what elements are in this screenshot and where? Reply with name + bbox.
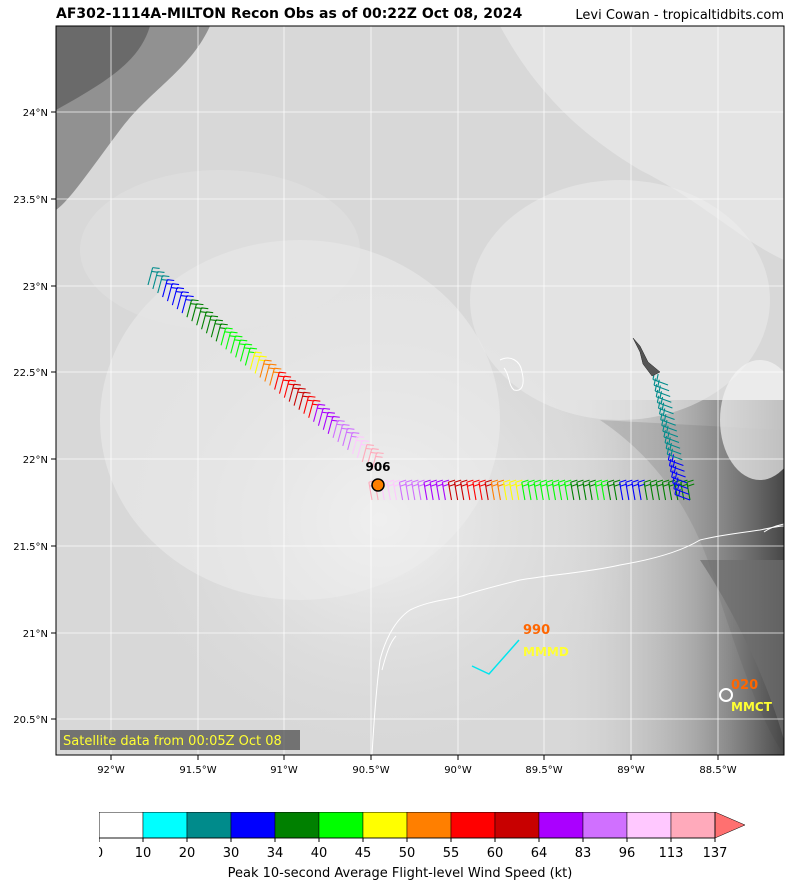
wind-barb — [668, 458, 685, 472]
wind-barb — [662, 424, 679, 438]
wind-barb — [653, 378, 670, 392]
lon-tick-label: 89°W — [617, 765, 645, 776]
colorbar-tick-label: 45 — [355, 846, 372, 858]
colorbar-tick-label: 34 — [267, 846, 284, 858]
map-grid — [56, 26, 784, 755]
colorbar-segment — [450, 812, 496, 839]
lat-tick-label: 23°N — [23, 282, 48, 293]
colorbar-label: Peak 10-second Average Flight-level Wind… — [227, 866, 573, 881]
map-title: AF302-1114A-MILTON Recon Obs as of 00:22… — [56, 6, 523, 22]
wind-barb — [659, 407, 675, 421]
colorbar-tick-label: 40 — [311, 846, 328, 858]
lon-tick-label: 91°W — [270, 765, 298, 776]
colorbar-tick-label: 96 — [619, 846, 636, 858]
map-frame — [55, 25, 785, 756]
colorbar-tick-label: 20 — [179, 846, 196, 858]
colorbar-segment — [670, 812, 716, 839]
colorbar-segment — [626, 812, 672, 839]
colorbar-segment — [406, 812, 452, 839]
wind-barb — [661, 418, 677, 432]
axis-ticks: 92°W 91.5°W 91°W 90.5°W 90°W 89.5°W 89°W 88.5°W… — [13, 108, 736, 776]
wind-barb — [666, 447, 683, 461]
colorbar-tick-label: 0 — [99, 846, 103, 858]
recon-map: 906 990 MMMD 020 MMCT Satellite data fro… — [13, 25, 785, 776]
wind-barb — [670, 464, 686, 478]
aircraft-icon — [632, 337, 661, 377]
lat-tick-label: 23.5°N — [13, 195, 48, 206]
colorbar-tick-label: 83 — [575, 846, 592, 858]
colorbar-tick-label: 113 — [659, 846, 684, 858]
lon-tick-label: 92°W — [97, 765, 125, 776]
wind-barb — [674, 487, 691, 501]
colorbar-segment — [142, 812, 188, 839]
wind-barb — [663, 430, 680, 444]
lon-tick-label: 91.5°W — [179, 765, 216, 776]
lat-tick-label: 21.5°N — [13, 542, 48, 553]
colorbar-tick-label: 64 — [531, 846, 548, 858]
colorbar-segment — [582, 812, 628, 839]
lon-tick-label: 89.5°W — [525, 765, 562, 776]
colorbar-tick-label: 30 — [223, 846, 240, 858]
wind-barb — [673, 481, 690, 495]
station-mmmd-value: 990 — [523, 623, 550, 638]
station-mmct-marker — [719, 688, 733, 702]
wind-barb — [667, 453, 684, 467]
lat-tick-label: 22.5°N — [13, 368, 48, 379]
lat-tick-label: 21°N — [23, 629, 48, 640]
center-pressure-label: 906 — [365, 460, 390, 474]
wind-barb — [660, 412, 676, 426]
wind-barb — [664, 435, 681, 449]
colorbar-tick-label: 55 — [443, 846, 460, 858]
lon-tick-label: 88.5°W — [699, 765, 736, 776]
satellite-note-box — [60, 730, 300, 750]
colorbar: 0 10 20 30 34 40 45 50 55 60 64 83 96 113 137 — [99, 812, 746, 858]
wind-barb — [657, 401, 674, 415]
colorbar-segment — [230, 812, 276, 839]
colorbar-segment — [538, 812, 584, 839]
colorbar-segment — [99, 812, 144, 839]
colorbar-segment — [186, 812, 232, 839]
wind-barb — [655, 389, 672, 403]
colorbar-segment — [318, 812, 364, 839]
credit-text: Levi Cowan - tropicaltidbits.com — [575, 8, 784, 23]
satellite-note: Satellite data from 00:05Z Oct 08 — [63, 734, 282, 749]
station-mmmd-label: MMMD — [523, 645, 569, 659]
wind-barb — [665, 441, 682, 455]
lat-tick-label: 20.5°N — [13, 715, 48, 726]
wind-barb — [371, 452, 384, 471]
colorbar-segment — [494, 812, 540, 839]
wind-barb — [672, 476, 688, 490]
wind-barb — [654, 384, 671, 398]
lat-tick-label: 22°N — [23, 455, 48, 466]
colorbar-tick-label: 137 — [703, 846, 728, 858]
wind-barb — [686, 479, 695, 501]
satellite-layer — [56, 26, 784, 755]
storm-center-marker — [371, 478, 385, 492]
coastline — [371, 357, 784, 755]
colorbar-tick-label: 50 — [399, 846, 416, 858]
colorbar-segment — [274, 812, 320, 839]
station-wind-barb — [471, 639, 520, 675]
lon-tick-label: 90.5°W — [352, 765, 389, 776]
colorbar-tick-label: 60 — [487, 846, 504, 858]
wind-barb — [656, 395, 673, 409]
station-mmct-value: 020 — [731, 678, 758, 693]
lat-tick-label: 24°N — [23, 108, 48, 119]
station-mmct-label: MMCT — [731, 700, 773, 714]
lon-tick-label: 90°W — [444, 765, 472, 776]
colorbar-segment — [362, 812, 408, 839]
colorbar-extend-arrow — [714, 812, 746, 839]
colorbar-tick-label: 10 — [135, 846, 152, 858]
wind-barb — [671, 470, 687, 484]
